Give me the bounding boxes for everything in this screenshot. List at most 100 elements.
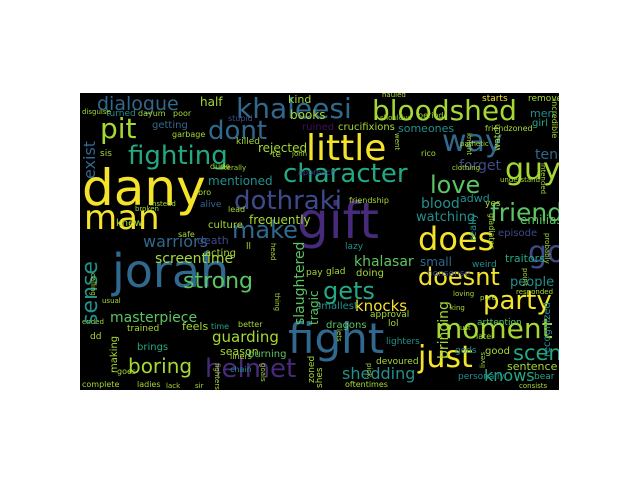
word-zoned: zoned [307,355,317,383]
word-approach: approach [298,168,336,177]
word-way: way [442,124,503,159]
word-dont: dont [208,116,268,146]
word-episode: episode [498,228,538,239]
word-lol: lol [388,319,399,329]
word-watching: watching [416,210,476,225]
word-kind: kind [288,93,312,106]
word-literally: literally [220,164,247,172]
word-make: make [232,216,298,244]
word-devoured: devoured [376,357,419,367]
word-yes: yes [485,199,501,209]
word-ll: ll [246,242,252,252]
word-gladiator: gladiator [487,213,496,249]
word-dragons: dragons [326,320,367,331]
word-lead: lead [228,205,246,214]
word-king: king [450,304,465,312]
word-pit: pit [100,112,137,145]
word-intended: intended [539,163,547,195]
word-smallest: smallest [316,301,358,312]
word-recognized: recognized [542,302,553,357]
word-friendzoned: friendzoned [485,124,533,133]
word-clothing: clothing [452,164,481,172]
word-starts: starts [482,94,508,104]
word-dany: dany [82,159,206,217]
word-goes: goes [117,367,137,376]
word-boring: boring [128,354,193,378]
word-fighters: fighters [213,363,221,390]
word-dd: dd [90,332,102,342]
word-lack: lack [166,382,181,390]
word-understand: understand [500,176,541,184]
word-turned: turned [106,109,136,119]
word-friendship: friendship [349,196,389,205]
word-lets: lets [335,329,343,342]
word-ruined: ruined [302,122,335,133]
word-girl: girl [532,118,549,129]
word-knew: knew [116,218,143,229]
word-pick: pick [365,363,373,378]
word-fighting: fighting [128,141,228,171]
word-forget: forget [459,158,501,174]
word-little: little [306,128,387,169]
word-strong: strong [183,269,254,294]
word-emilias: emilias [520,213,559,227]
word-khalasar: khalasar [354,254,414,270]
word-responded: responded [516,288,554,296]
word-brings: brings [137,342,169,353]
word-lives: lives [479,352,487,368]
word-sir: sir [195,382,204,390]
word-jorah: jorah [112,244,230,298]
word-goals: goals [259,363,267,382]
word-dialogue: dialogue [97,93,179,115]
word-oftentimes: oftentimes [345,380,388,389]
word-making: making [109,335,120,373]
word-shouldve: shouldve [380,114,412,122]
word-mentioned: mentioned [208,174,273,188]
word-safe: safe [178,230,195,239]
word-pure: pure [480,294,496,302]
word-watch: watch [493,123,503,151]
word-later: later [476,332,495,341]
word-dude: dude [210,162,231,171]
word-tragic: tragic [307,290,321,325]
word-thing: thing [273,293,281,312]
word-rejected: rejected [258,141,308,155]
word-gift: gift [297,192,379,250]
word-books: books [290,108,326,122]
word-garbage: garbage [172,130,206,139]
word-ended: ended [82,318,104,326]
word-love: love [430,171,481,199]
word-went: went [393,133,401,151]
word-knows: knows [484,366,535,385]
word-doing: doing [356,268,384,279]
word-dayum: dayum [138,109,166,118]
word-someones: someones [398,122,455,135]
word-calling: calling [89,273,97,296]
word-knight: knight [465,133,473,156]
word-helmet: helmet [205,354,297,384]
word-feels: feels [182,320,209,333]
word-small: small [420,255,452,269]
word-half: half [200,95,223,109]
word-bro: bro [198,188,212,197]
word-instead: instead [150,200,176,208]
word-really: really [468,213,479,241]
word-alive: alive [200,200,222,210]
word-killed: killed [236,137,260,147]
word-just: just [418,340,473,375]
word-pay: pay [306,268,323,278]
word-glad: glad [326,267,346,277]
word-point: point [521,268,529,286]
word-character: character [283,159,408,189]
word-acting: acting [205,248,237,259]
word-tend: tend [535,147,559,163]
word-men: men [530,107,555,120]
word-getting: getting [152,120,188,131]
word-pathetic: pathetic [460,140,489,148]
word-disguise: disguise [82,108,111,116]
word-removes: removes [528,94,559,104]
word-got: got [528,235,559,270]
word-traitors: traitors [505,252,545,265]
word-guarding: guarding [212,328,279,346]
word-sentence: sentence [507,360,558,373]
